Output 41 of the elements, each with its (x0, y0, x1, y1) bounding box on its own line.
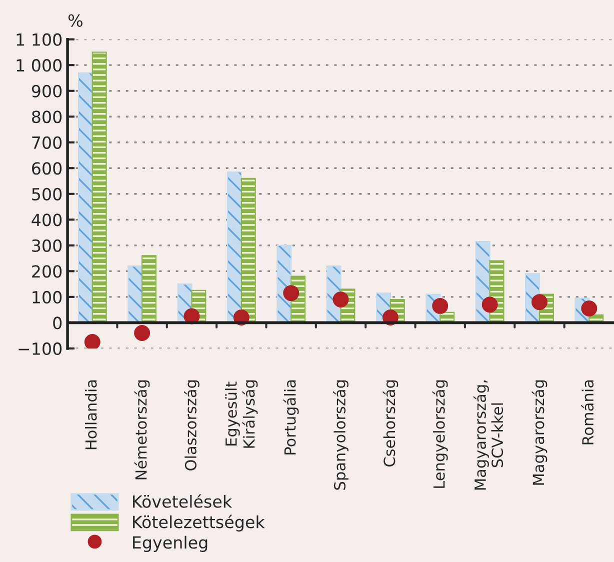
x-tick-label: Spanyolország (333, 380, 348, 490)
y-tick-label: 500 (32, 188, 62, 200)
y-tick-label: −100 (18, 342, 62, 356)
y-tick-label: 100 (32, 290, 62, 304)
x-tick-label: Románia (581, 380, 594, 444)
bar (78, 72, 93, 324)
bar (92, 52, 107, 324)
point (134, 325, 150, 341)
point (532, 294, 548, 310)
x-tick-label: Magyarország (532, 380, 548, 485)
y-tick-label: 1 000 (16, 59, 62, 72)
legend-label: Követelések (133, 494, 232, 508)
y-tick-label: 600 (32, 162, 62, 175)
y-tick-label: 1 100 (16, 33, 62, 46)
x-tick-label: Portugália (283, 380, 299, 454)
bar (128, 265, 143, 324)
x-tick-label: Lengyelország (432, 380, 448, 488)
bar (142, 255, 157, 324)
x-tick-label: Csehország (382, 380, 398, 467)
point (432, 298, 448, 314)
point (332, 292, 349, 308)
y-tick-label: 800 (32, 110, 62, 124)
bar (240, 178, 256, 324)
y-tick-label: 900 (32, 84, 62, 98)
point (283, 285, 300, 302)
y-tick-label: 300 (32, 239, 62, 252)
x-tick-label: Hollandia (84, 380, 97, 450)
y-tick-label: 400 (32, 214, 62, 226)
y-tick-label: 0 (53, 316, 62, 330)
point (84, 334, 100, 348)
x-tick-label: Magyarország, SCV-kkel (474, 380, 504, 490)
x-tick-label: Olaszország (184, 380, 200, 470)
y-tick-label: 200 (32, 265, 62, 278)
x-tick-label: Egyesült Királyság (225, 380, 258, 448)
point (581, 300, 598, 316)
legend-label: Egyenleg (133, 536, 208, 552)
x-tick-label: Németország (134, 380, 150, 480)
y-axis-title: % (68, 14, 82, 27)
legend-label: Kötelezettségek (133, 514, 265, 532)
y-tick-label: 700 (32, 136, 62, 149)
point (482, 296, 498, 313)
